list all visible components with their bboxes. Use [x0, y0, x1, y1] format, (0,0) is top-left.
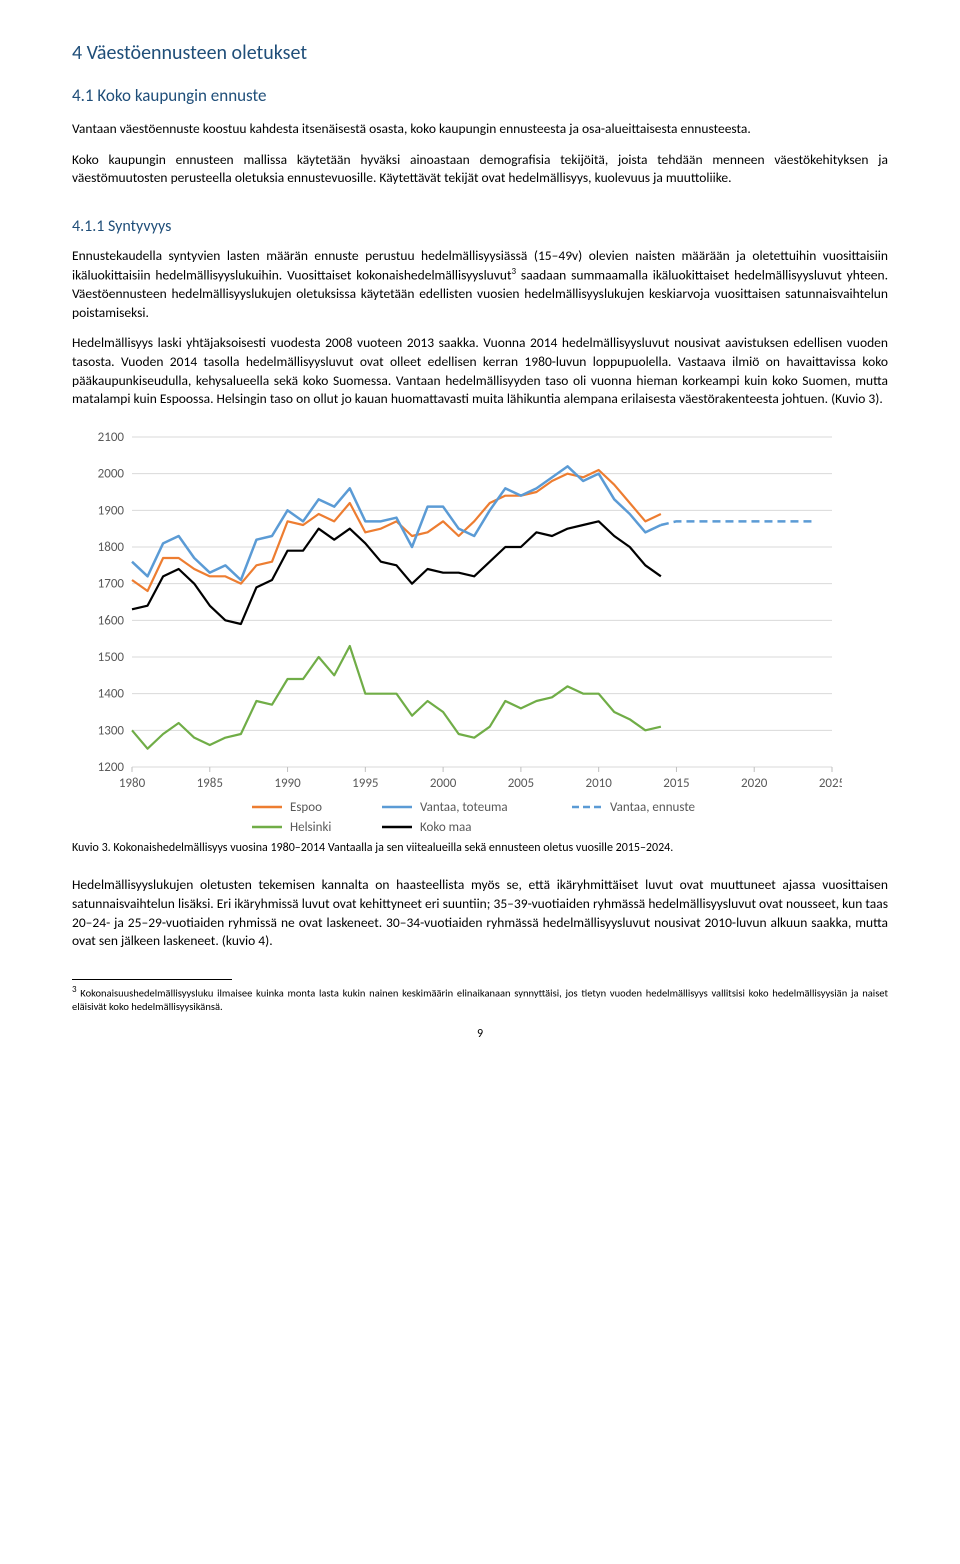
svg-text:2020: 2020: [741, 776, 768, 791]
paragraph-syntyvyys-3: Hedelmällisyyslukujen oletusten tekemise…: [72, 876, 888, 951]
svg-text:1800: 1800: [98, 540, 125, 555]
paragraph-intro-1: Vantaan väestöennuste koostuu kahdesta i…: [72, 120, 888, 139]
svg-text:2005: 2005: [508, 776, 534, 791]
svg-text:1300: 1300: [98, 723, 125, 738]
paragraph-syntyvyys-2: Hedelmällisyys laski yhtäjaksoisesti vuo…: [72, 334, 888, 409]
heading-3: 4.1.1 Syntyvyys: [72, 216, 888, 238]
svg-text:2000: 2000: [430, 776, 457, 791]
svg-text:1700: 1700: [98, 577, 125, 592]
svg-text:2015: 2015: [663, 776, 689, 791]
svg-text:2000: 2000: [98, 467, 125, 482]
svg-text:1980: 1980: [119, 776, 146, 791]
svg-text:1990: 1990: [274, 776, 301, 791]
paragraph-syntyvyys-1: Ennustekaudella syntyvien lasten määrän …: [72, 247, 888, 322]
chart-fertility: 1200 1300 1400 1500 1600 1700 1800 1900 2000 2100…: [72, 427, 888, 832]
footnote-3: 3 Kokonaisuushedelmällisyysluku ilmaisee…: [72, 984, 888, 1014]
svg-text:Vantaa, ennuste: Vantaa, ennuste: [610, 800, 695, 815]
svg-text:1500: 1500: [98, 650, 125, 665]
svg-text:1200: 1200: [98, 760, 125, 775]
svg-text:2010: 2010: [585, 776, 612, 791]
paragraph-intro-2: Koko kaupungin ennusteen mallissa käytet…: [72, 151, 888, 188]
footnote-separator: [72, 979, 232, 980]
svg-text:Espoo: Espoo: [290, 800, 322, 815]
svg-text:1900: 1900: [98, 503, 125, 518]
svg-text:1600: 1600: [98, 613, 125, 628]
svg-text:2025: 2025: [819, 776, 842, 791]
svg-text:2100: 2100: [98, 430, 125, 445]
page-number: 9: [72, 1026, 888, 1043]
svg-text:Koko maa: Koko maa: [420, 820, 471, 832]
chart-caption: Kuvio 3. Kokonaishedelmällisyys vuosina …: [72, 840, 888, 857]
svg-text:1400: 1400: [98, 687, 125, 702]
svg-text:1995: 1995: [352, 776, 378, 791]
heading-2: 4.1 Koko kaupungin ennuste: [72, 85, 888, 108]
svg-text:1985: 1985: [197, 776, 223, 791]
svg-text:Helsinki: Helsinki: [290, 820, 331, 832]
heading-1: 4 Väestöennusteen oletukset: [72, 40, 888, 67]
svg-text:Vantaa, toteuma: Vantaa, toteuma: [420, 800, 508, 815]
